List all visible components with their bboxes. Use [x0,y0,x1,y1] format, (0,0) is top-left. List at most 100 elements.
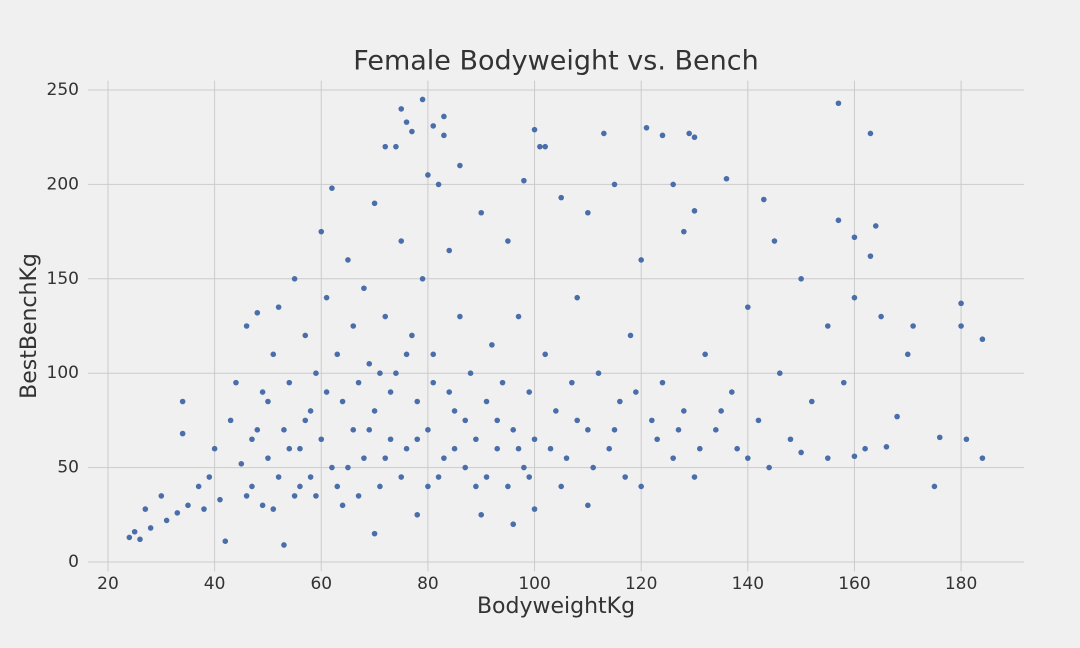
point [883,444,890,450]
point [451,408,458,414]
point [345,257,351,263]
point [851,234,858,241]
point [606,445,612,452]
point [569,379,575,386]
point [446,389,453,395]
point [174,510,181,516]
point [233,379,239,386]
point [499,379,506,386]
point [478,511,485,518]
point [281,542,287,548]
point [638,483,644,490]
point [185,502,191,509]
point [371,530,378,537]
point [302,417,309,424]
point [595,370,602,376]
point [617,398,623,405]
point [147,525,154,531]
point [979,336,986,343]
point [270,351,277,358]
point [478,209,485,216]
point [670,455,676,461]
point [211,445,218,452]
point [585,502,591,509]
point [558,483,564,490]
point [179,398,186,405]
point [441,455,447,461]
point [398,474,405,480]
point [633,389,639,395]
point [307,474,314,480]
point [334,483,341,490]
point [649,417,655,424]
point [601,130,607,137]
point [286,379,293,386]
point [414,398,421,405]
point [361,285,367,292]
point [313,370,319,376]
point [755,417,762,424]
point [590,464,596,471]
point [745,455,751,461]
points [126,96,986,548]
point [670,181,676,188]
point [611,427,618,433]
point [627,332,634,339]
point [355,493,362,499]
point [457,162,463,169]
point [558,194,564,201]
point [808,398,815,405]
point [867,130,874,137]
point [798,276,804,282]
point [131,528,138,535]
point [963,436,970,443]
point [734,445,740,452]
point [723,175,730,182]
point [904,351,911,358]
point [872,223,879,229]
point [505,238,511,244]
point [867,253,874,259]
point [531,436,538,443]
point [430,123,437,129]
point [835,100,842,107]
point [419,276,426,282]
point [398,238,405,244]
point [910,323,916,329]
point [659,379,666,386]
point [339,398,346,405]
point [238,461,245,467]
point [334,351,341,358]
point [824,455,831,461]
point [254,427,261,433]
point [382,455,389,461]
x-tick-label: 40 [204,574,226,594]
chart-title: Female Bodyweight vs. Bench [353,46,758,77]
point [318,228,325,235]
point [291,493,298,499]
point [467,370,474,376]
point [259,502,266,509]
point [393,370,399,376]
point [510,427,517,433]
point [483,398,490,405]
point [542,143,549,150]
point [766,464,772,471]
point [403,445,410,452]
point [611,181,618,188]
point [835,217,842,224]
point [713,427,719,433]
point [142,506,149,512]
point [681,408,687,414]
point [275,474,282,480]
point [483,474,490,480]
point [441,132,447,139]
x-tick-label: 160 [838,574,870,594]
point [403,119,410,125]
point [201,506,207,512]
point [291,276,298,282]
point [718,408,724,414]
point [286,445,293,452]
point [574,417,580,424]
